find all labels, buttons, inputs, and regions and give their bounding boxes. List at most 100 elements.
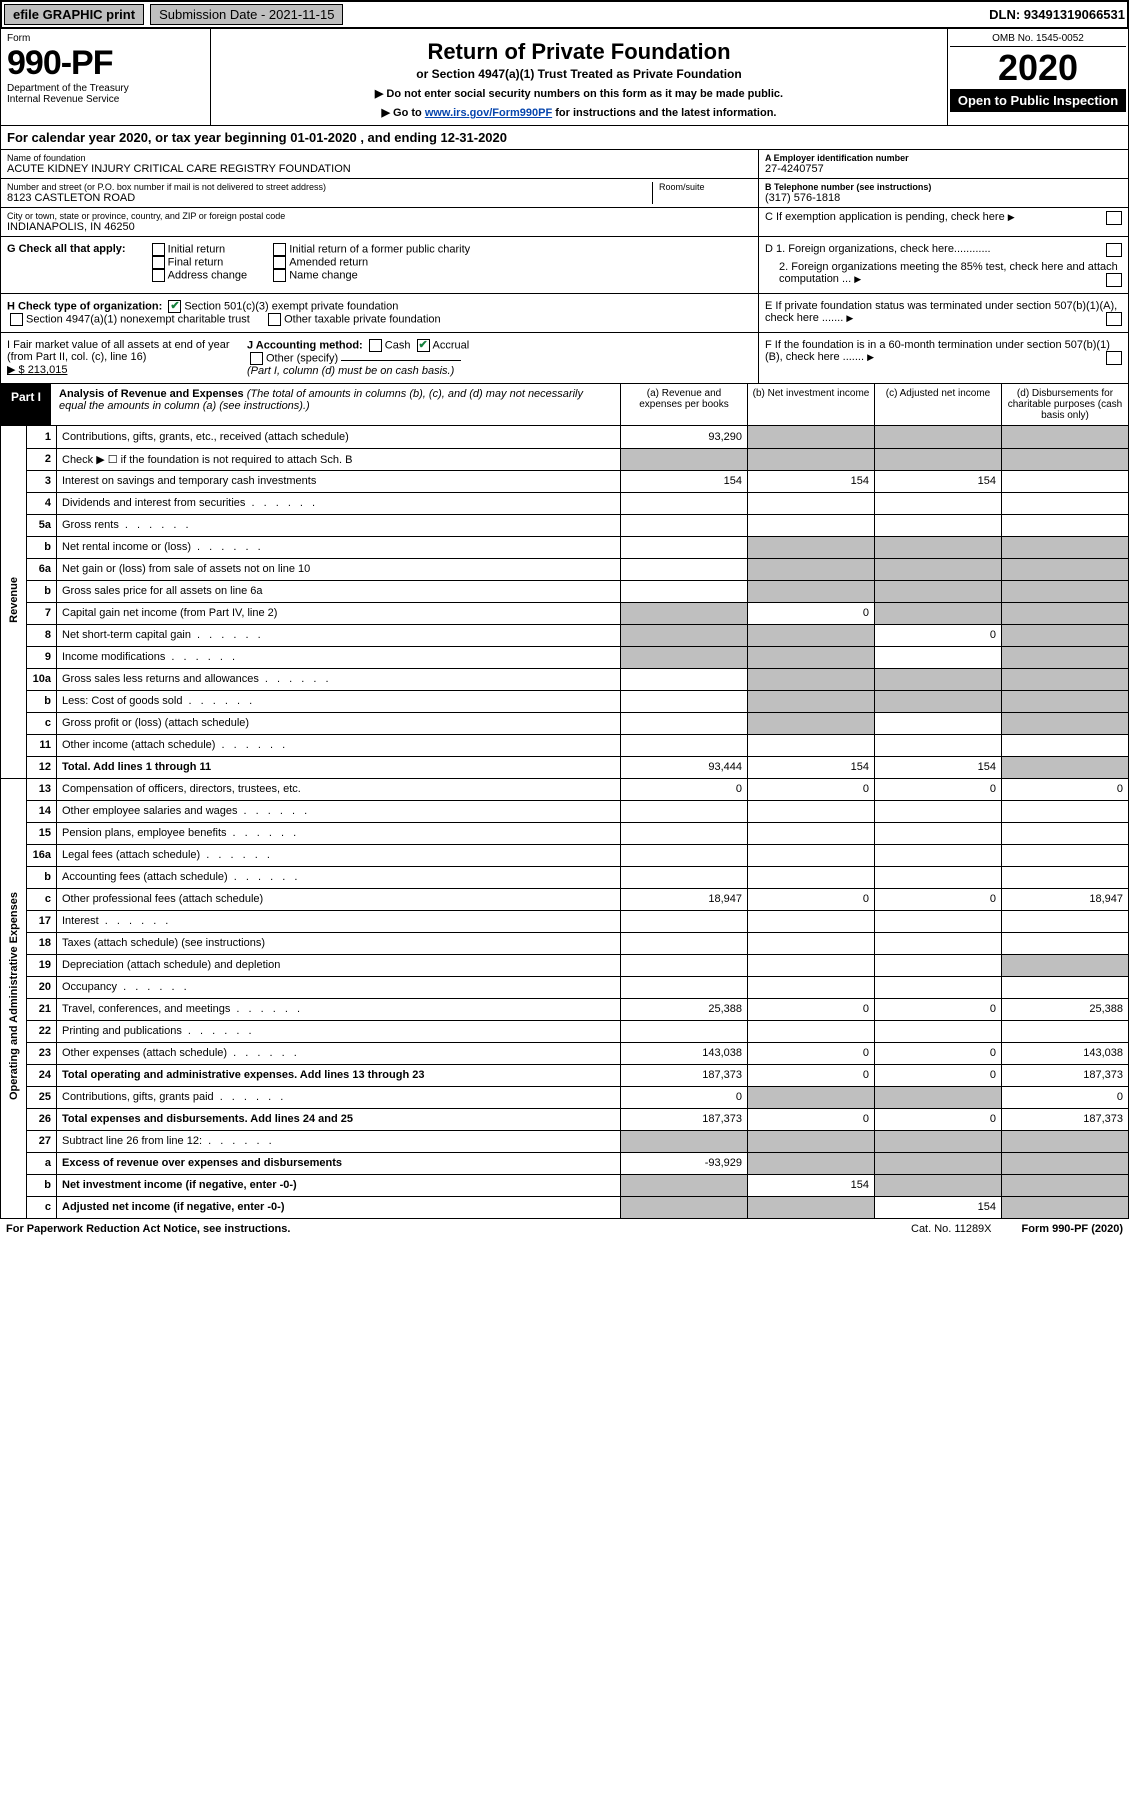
- cell: [621, 712, 748, 734]
- cell: [748, 712, 875, 734]
- cell: 0: [621, 1086, 748, 1108]
- cell: 93,444: [621, 756, 748, 778]
- cell: [621, 536, 748, 558]
- cell: [621, 800, 748, 822]
- cell: 3: [27, 470, 57, 492]
- table-row: 8Net short-term capital gain . . . . . .…: [1, 624, 1129, 646]
- cell: 154: [875, 756, 1002, 778]
- cell: [875, 976, 1002, 998]
- form-ref: Form 990-PF (2020): [1022, 1223, 1123, 1235]
- telephone-label: B Telephone number (see instructions): [765, 182, 1122, 192]
- g-initial-return-checkbox[interactable]: [152, 243, 165, 256]
- cell: 0: [1002, 1086, 1129, 1108]
- cell: Less: Cost of goods sold . . . . . .: [57, 690, 621, 712]
- cell: [748, 558, 875, 580]
- cell: 8: [27, 624, 57, 646]
- table-row: 22Printing and publications . . . . . .: [1, 1020, 1129, 1042]
- cell: 5a: [27, 514, 57, 536]
- ein: 27-4240757: [765, 163, 1122, 175]
- cell: c: [27, 1196, 57, 1218]
- cell: Total expenses and disbursements. Add li…: [57, 1108, 621, 1130]
- cell: 154: [748, 756, 875, 778]
- part1-header: Part I Analysis of Revenue and Expenses …: [0, 384, 1129, 426]
- irs: Internal Revenue Service: [7, 94, 204, 105]
- f-checkbox[interactable]: [1106, 351, 1122, 365]
- table-row: bAccounting fees (attach schedule) . . .…: [1, 866, 1129, 888]
- col-c-header: (c) Adjusted net income: [874, 384, 1001, 425]
- cell: [621, 624, 748, 646]
- cell: [621, 558, 748, 580]
- cell: [748, 1020, 875, 1042]
- open-to-public: Open to Public Inspection: [950, 89, 1126, 112]
- cell: [748, 492, 875, 514]
- g-opt-4: Amended return: [289, 256, 368, 268]
- c-checkbox[interactable]: [1106, 211, 1122, 225]
- h-4947-checkbox[interactable]: [10, 313, 23, 326]
- cell: 11: [27, 734, 57, 756]
- cell: 10a: [27, 668, 57, 690]
- e-checkbox[interactable]: [1106, 312, 1122, 326]
- table-row: Operating and Administrative Expenses13C…: [1, 778, 1129, 800]
- j-other-checkbox[interactable]: [250, 352, 263, 365]
- section-side-label: Revenue: [1, 426, 27, 778]
- cell: Other employee salaries and wages . . . …: [57, 800, 621, 822]
- table-row: 24Total operating and administrative exp…: [1, 1064, 1129, 1086]
- cell: [748, 800, 875, 822]
- note-ssn: ▶ Do not enter social security numbers o…: [375, 88, 783, 100]
- cell: [621, 646, 748, 668]
- cell: [875, 646, 1002, 668]
- catalog-number: Cat. No. 11289X: [911, 1223, 992, 1235]
- g-final-return-checkbox[interactable]: [152, 256, 165, 269]
- form990pf-link[interactable]: www.irs.gov/Form990PF: [425, 107, 552, 119]
- table-row: aExcess of revenue over expenses and dis…: [1, 1152, 1129, 1174]
- i-fmv-value: ▶ $ 213,015: [7, 364, 67, 376]
- table-row: Revenue1Contributions, gifts, grants, et…: [1, 426, 1129, 448]
- table-row: 9Income modifications . . . . . .: [1, 646, 1129, 668]
- table-row: 11Other income (attach schedule) . . . .…: [1, 734, 1129, 756]
- part1-table: Revenue1Contributions, gifts, grants, et…: [0, 426, 1129, 1219]
- table-row: 3Interest on savings and temporary cash …: [1, 470, 1129, 492]
- cell: 26: [27, 1108, 57, 1130]
- cell: [875, 580, 1002, 602]
- d2-checkbox[interactable]: [1106, 273, 1122, 287]
- cell: [748, 624, 875, 646]
- telephone: (317) 576-1818: [765, 192, 1122, 204]
- g-opt-5: Name change: [289, 269, 358, 281]
- cell: 6a: [27, 558, 57, 580]
- g-initial-former-checkbox[interactable]: [273, 243, 286, 256]
- cell: 16a: [27, 844, 57, 866]
- g-address-change-checkbox[interactable]: [152, 269, 165, 282]
- cell: [748, 844, 875, 866]
- efile-print-button[interactable]: efile GRAPHIC print: [4, 4, 144, 25]
- j-cash-checkbox[interactable]: [369, 339, 382, 352]
- col-b-header: (b) Net investment income: [747, 384, 874, 425]
- h-501c3-checkbox[interactable]: [168, 300, 181, 313]
- form-subtitle: or Section 4947(a)(1) Trust Treated as P…: [217, 67, 941, 81]
- table-row: 19Depreciation (attach schedule) and dep…: [1, 954, 1129, 976]
- cell: [621, 844, 748, 866]
- cell: [1002, 1020, 1129, 1042]
- cell: [1002, 580, 1129, 602]
- cell: [1002, 1174, 1129, 1196]
- cell: Contributions, gifts, grants paid . . . …: [57, 1086, 621, 1108]
- cell: [748, 734, 875, 756]
- cell: [748, 932, 875, 954]
- g-name-change-checkbox[interactable]: [273, 269, 286, 282]
- d1-checkbox[interactable]: [1106, 243, 1122, 257]
- cell: [748, 1196, 875, 1218]
- cell: [1002, 756, 1129, 778]
- h-opt-3: Other taxable private foundation: [284, 313, 441, 325]
- cell: Net rental income or (loss) . . . . . .: [57, 536, 621, 558]
- h-other-checkbox[interactable]: [268, 313, 281, 326]
- table-row: 18Taxes (attach schedule) (see instructi…: [1, 932, 1129, 954]
- cell: Net gain or (loss) from sale of assets n…: [57, 558, 621, 580]
- cell: 0: [875, 624, 1002, 646]
- j-accrual-checkbox[interactable]: [417, 339, 430, 352]
- table-row: 14Other employee salaries and wages . . …: [1, 800, 1129, 822]
- cell: [875, 492, 1002, 514]
- g-amended-checkbox[interactable]: [273, 256, 286, 269]
- section-ijf: I Fair market value of all assets at end…: [0, 333, 1129, 384]
- cell: [1002, 734, 1129, 756]
- arrow-icon: [846, 312, 856, 324]
- cell: Adjusted net income (if negative, enter …: [57, 1196, 621, 1218]
